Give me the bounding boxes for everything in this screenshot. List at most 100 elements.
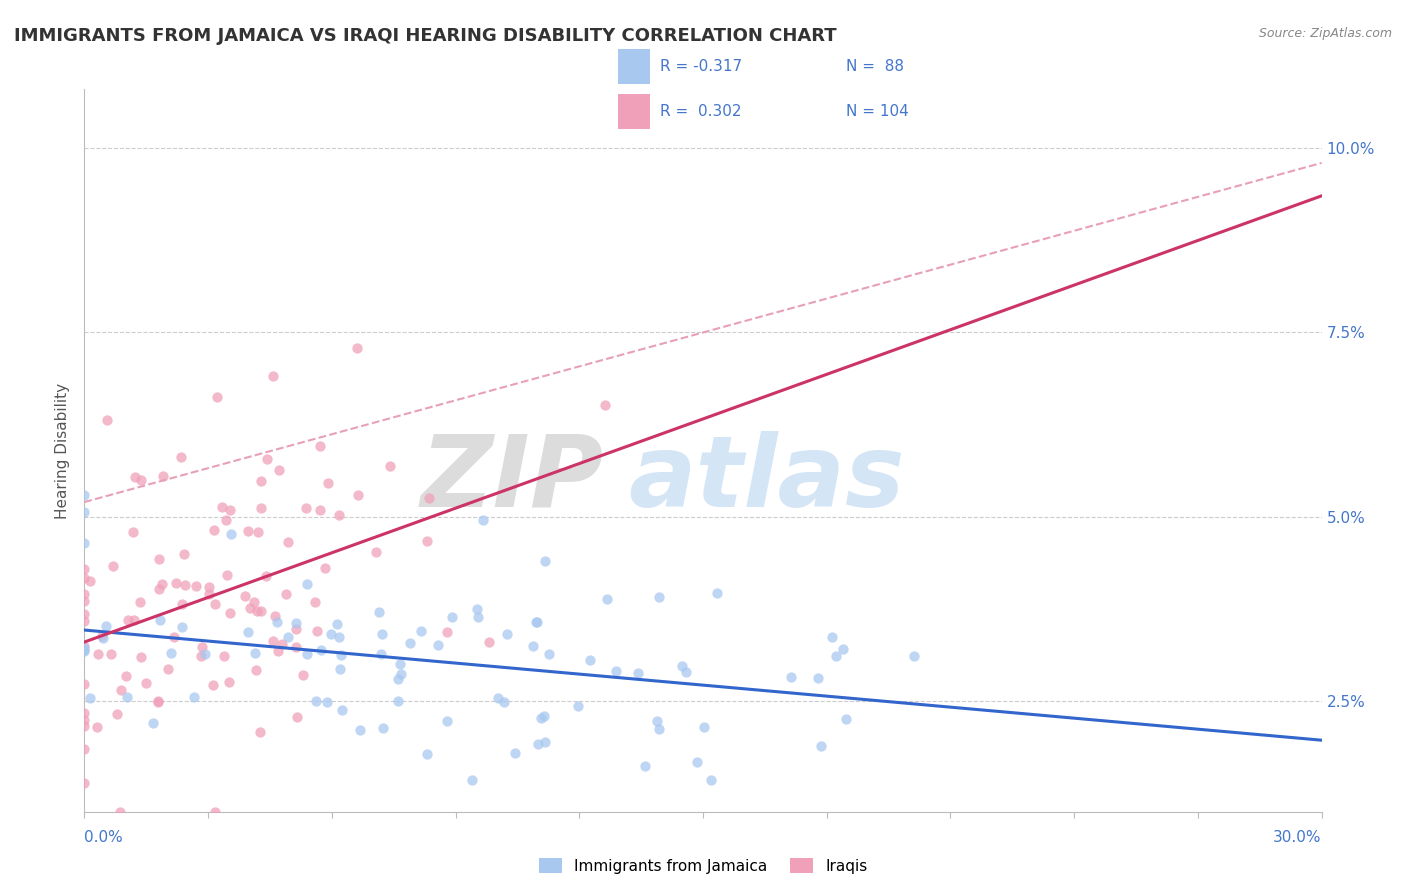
Point bbox=[204, 805, 226, 819]
Point bbox=[73, 713, 96, 727]
Point bbox=[73, 587, 96, 601]
Point bbox=[124, 469, 146, 483]
Point bbox=[370, 647, 392, 661]
Point bbox=[173, 547, 195, 561]
Point bbox=[73, 562, 96, 576]
Point bbox=[94, 619, 117, 633]
Point bbox=[245, 664, 267, 678]
Point bbox=[262, 368, 284, 383]
Point bbox=[486, 690, 509, 705]
Point bbox=[370, 627, 392, 641]
Point bbox=[529, 711, 551, 725]
Point bbox=[256, 452, 278, 467]
Point bbox=[418, 491, 440, 505]
Point bbox=[129, 650, 152, 665]
Point bbox=[285, 640, 308, 654]
Point bbox=[305, 624, 328, 638]
Point bbox=[146, 694, 169, 708]
Text: 0.0%: 0.0% bbox=[84, 830, 124, 845]
Point bbox=[316, 696, 339, 710]
Point bbox=[524, 615, 547, 630]
Point bbox=[148, 613, 170, 627]
Point bbox=[73, 677, 96, 691]
Point bbox=[305, 694, 328, 708]
Point bbox=[215, 513, 238, 527]
Point bbox=[505, 746, 527, 760]
Point bbox=[152, 469, 174, 483]
Point bbox=[73, 607, 96, 621]
Point bbox=[411, 624, 433, 638]
Point bbox=[441, 610, 464, 624]
Point bbox=[388, 657, 411, 672]
Point bbox=[277, 534, 299, 549]
Text: atlas: atlas bbox=[628, 431, 905, 528]
Point bbox=[73, 536, 96, 550]
Point bbox=[91, 629, 114, 643]
Point bbox=[699, 773, 721, 788]
Point bbox=[378, 458, 401, 473]
Point bbox=[236, 625, 259, 640]
Point bbox=[328, 631, 350, 645]
Point bbox=[174, 577, 197, 591]
Point bbox=[436, 714, 458, 729]
Point bbox=[496, 626, 519, 640]
Point bbox=[96, 413, 118, 427]
Point bbox=[201, 678, 224, 692]
Point bbox=[807, 671, 830, 685]
Point bbox=[314, 561, 336, 575]
Point bbox=[416, 533, 439, 548]
Point bbox=[124, 613, 146, 627]
Point bbox=[534, 553, 557, 567]
Point bbox=[267, 644, 290, 658]
Text: ZIP: ZIP bbox=[420, 431, 605, 528]
Text: 30.0%: 30.0% bbox=[1274, 830, 1322, 845]
Point bbox=[121, 525, 143, 540]
Point bbox=[219, 503, 242, 517]
Point bbox=[162, 630, 184, 644]
Point bbox=[648, 591, 671, 605]
Point bbox=[73, 644, 96, 658]
Point bbox=[190, 649, 212, 664]
Text: R = -0.317: R = -0.317 bbox=[659, 59, 742, 74]
Point bbox=[467, 610, 489, 624]
Point bbox=[387, 694, 409, 708]
Point bbox=[285, 622, 308, 636]
Point bbox=[706, 586, 728, 600]
Point bbox=[211, 500, 233, 514]
Point bbox=[233, 589, 256, 603]
Point bbox=[129, 474, 152, 488]
Point bbox=[157, 662, 180, 676]
Text: IMMIGRANTS FROM JAMAICA VS IRAQI HEARING DISABILITY CORRELATION CHART: IMMIGRANTS FROM JAMAICA VS IRAQI HEARING… bbox=[14, 27, 837, 45]
Point bbox=[295, 501, 318, 516]
Point bbox=[246, 525, 269, 540]
Text: N =  88: N = 88 bbox=[846, 59, 904, 74]
Point bbox=[330, 703, 353, 717]
Point bbox=[436, 625, 458, 640]
Point bbox=[146, 695, 169, 709]
Point bbox=[219, 527, 242, 541]
Point bbox=[671, 659, 693, 673]
Point bbox=[79, 691, 101, 706]
Point bbox=[73, 742, 96, 756]
Point bbox=[250, 604, 273, 618]
Point bbox=[128, 595, 150, 609]
Point bbox=[526, 615, 548, 629]
Point bbox=[170, 450, 193, 465]
Point bbox=[634, 759, 657, 773]
Point bbox=[627, 666, 650, 681]
Point bbox=[276, 587, 298, 601]
Point bbox=[170, 620, 193, 634]
Point bbox=[73, 706, 96, 721]
Point bbox=[170, 597, 193, 611]
Point bbox=[110, 682, 132, 697]
Point bbox=[254, 569, 277, 583]
Point bbox=[387, 672, 409, 686]
Point bbox=[346, 342, 368, 356]
Point bbox=[373, 721, 395, 735]
Point bbox=[389, 667, 412, 681]
Point bbox=[73, 640, 96, 654]
Point bbox=[329, 648, 352, 662]
Point bbox=[522, 640, 544, 654]
Point bbox=[217, 568, 239, 582]
Point bbox=[596, 591, 619, 606]
